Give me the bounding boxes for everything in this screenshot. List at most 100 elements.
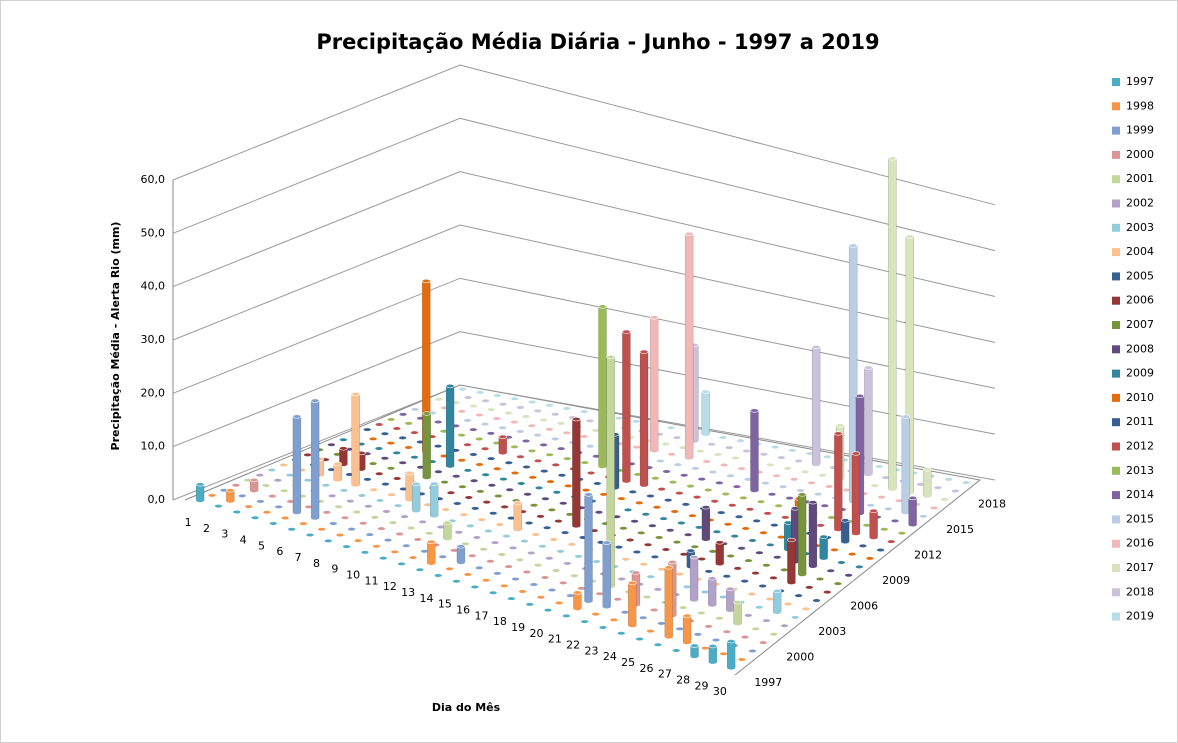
bar [662,469,671,474]
bar-top [778,484,788,489]
bar-top [327,493,337,498]
bar [482,500,492,505]
bar [433,419,443,425]
bar-top [672,540,682,545]
bar-top [340,515,350,520]
bar-body [726,588,735,611]
bar [463,572,473,577]
bar [481,398,490,403]
bar-body [851,453,861,534]
bar-top [345,498,355,504]
bar [614,545,624,550]
bar-top [874,464,884,469]
bar-top [438,554,447,559]
bar-top [824,484,834,489]
bar-top [692,495,702,500]
bar-top [554,519,563,524]
bar-top [740,635,750,640]
bar [504,410,513,416]
bar [623,507,633,512]
bar [812,598,821,603]
bar-top [788,448,797,453]
bar-top [433,444,443,449]
bar-body [602,542,611,607]
bar [352,509,361,515]
bar-top [500,504,509,510]
bar [824,484,834,489]
bar [609,617,619,622]
bar-base [851,531,860,536]
x-tick-label: 30 [713,685,727,698]
legend-label: 2011 [1126,415,1154,428]
bar-body [498,436,508,454]
y-tick-label: 30,0 [141,333,166,346]
bar-body [819,536,828,559]
bar-top [708,643,718,649]
x-tick-label: 13 [401,586,415,599]
legend-swatch [1112,418,1120,427]
bar-top [547,587,557,593]
bar-base [422,475,431,480]
bar [422,411,432,480]
bar-top [549,537,559,542]
bar-top [652,505,662,510]
bar [303,478,313,483]
legend-swatch [1112,126,1120,135]
bar [393,503,403,508]
bar [364,504,373,509]
bar-top [722,574,732,579]
z-tick-label: 2012 [914,549,942,562]
bar-top [207,493,217,498]
bar-top [469,478,479,483]
bar [630,519,639,524]
bar [765,596,775,602]
bar-top [818,473,827,478]
bar-base [819,556,828,560]
bar [476,489,485,494]
bar-top [574,554,583,559]
bar-top [410,430,419,435]
bar-base [196,498,205,503]
bar [410,455,419,460]
bar-top [352,509,361,515]
bar-top [516,481,526,486]
bar-top [339,488,349,493]
bar-body [572,418,581,527]
bar-base [311,516,320,520]
bar-top [475,390,485,395]
bar-top [322,510,332,515]
bar-top [693,632,703,637]
grid-line [172,64,996,206]
bar-top [567,542,577,547]
bar-top [552,490,562,495]
bar-top [463,572,473,577]
bar-top [646,574,656,579]
bar-top [374,471,384,476]
bar-top [951,488,960,494]
bar [497,552,507,557]
bar [231,483,241,488]
bar-top [521,414,531,419]
bar-top [886,539,896,544]
bar-top [598,625,608,630]
bar [675,491,684,496]
bar [807,480,816,485]
bar [547,507,557,512]
bar [380,456,390,461]
bar [440,480,449,485]
bar [886,539,896,544]
bar-top [715,540,725,545]
bar-body [456,546,466,563]
bar-base [351,483,360,487]
bar-top [529,582,539,587]
bar-top [617,576,626,582]
bar [413,537,423,542]
bar [562,406,572,411]
bar [398,412,408,417]
legend-swatch [1112,515,1120,524]
bar-body [292,416,302,513]
bar [591,612,600,617]
bar [725,586,735,612]
bar [520,539,529,544]
legend-swatch [1112,321,1120,329]
